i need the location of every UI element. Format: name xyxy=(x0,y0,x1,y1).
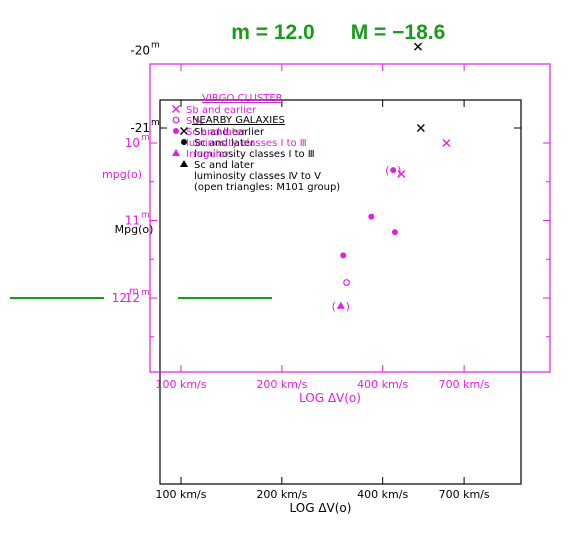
virgo-y-tick-label: 11 xyxy=(125,214,140,228)
virgo-y-tick-unit: m xyxy=(141,211,150,221)
nearby-x-tick-label: 700 km/s xyxy=(439,488,490,501)
virgo-legend-text: Sdc xyxy=(186,116,204,127)
virgo-y-tick-unit: m xyxy=(141,133,150,143)
virgo-data-point-stroke-b xyxy=(442,139,451,147)
nearby-data-point-stroke-b xyxy=(414,42,423,51)
nearby-legend-text: luminosity classes Ⅳ to Ⅴ xyxy=(194,171,321,182)
virgo-cluster-chart: 100 km/s 200 km/s 400 km/s 700 km/s LOG ΔV(o… xyxy=(102,63,551,405)
nearby-legend-marker xyxy=(180,160,188,167)
reference-line-unit: m xyxy=(129,286,139,297)
nearby-y-tick-unit: m xyxy=(151,118,160,128)
nearby-legend-text: (open triangles: M101 group) xyxy=(194,182,340,193)
virgo-data-point xyxy=(340,252,347,259)
virgo-legend-marker xyxy=(173,128,179,134)
virgo-legend-text: Sc and later xyxy=(186,127,247,138)
nearby-y-tick-unit: m xyxy=(151,41,160,51)
virgo-x-axis-title: LOG ΔV(o) xyxy=(299,391,361,405)
virgo-legend-title: VIRGO CLUSTER xyxy=(202,93,283,104)
virgo-x-tick-label: 700 km/s xyxy=(439,378,490,391)
nearby-y-axis-title: Mpg(o) xyxy=(115,223,154,236)
virgo-data-point xyxy=(390,167,397,174)
nearby-legend-text: Sc and later xyxy=(194,160,255,171)
virgo-x-tick-label: 400 km/s xyxy=(357,378,408,391)
nearby-galaxies-chart: 100 km/s 200 km/s 400 km/s 700 km/s LOG ΔV(o… xyxy=(115,41,522,515)
nearby-legend-text: luminosity classes Ⅰ to Ⅲ xyxy=(194,149,315,160)
virgo-data-point-paren-left: ( xyxy=(332,300,336,313)
virgo-data-point xyxy=(336,301,345,309)
nearby-x-tick-label: 100 km/s xyxy=(155,488,206,501)
nearby-legend-text: Sc and later xyxy=(194,138,255,149)
virgo-y-tick-label: 10 xyxy=(125,136,140,150)
apparent-magnitude-title: m = 12.0 xyxy=(231,21,314,44)
virgo-x-tick-label: 200 km/s xyxy=(256,378,307,391)
nearby-x-tick-label: 200 km/s xyxy=(256,488,307,501)
nearby-plot-frame xyxy=(159,99,522,485)
virgo-legend-marker xyxy=(172,116,180,124)
virgo-legend-text: Irregular xyxy=(186,149,230,160)
nearby-legend-marker xyxy=(181,139,187,145)
virgo-plot-frame xyxy=(149,63,551,373)
virgo-legend-marker xyxy=(172,149,180,156)
virgo-data-point xyxy=(391,229,398,236)
nearby-legend-marker-stroke-b xyxy=(180,127,188,135)
absolute-magnitude-title: M = −18.6 xyxy=(351,21,446,44)
virgo-y-axis-title: mpg(o) xyxy=(102,168,142,181)
reference-line: 12 m xyxy=(10,286,272,305)
virgo-legend-marker-stroke-b xyxy=(172,105,180,113)
nearby-x-axis-title: LOG ΔV(o) xyxy=(290,501,352,515)
virgo-y-tick-label: 12 xyxy=(125,291,140,305)
nearby-y-tick-label: -21 xyxy=(130,121,150,135)
nearby-legend-title: NEARBY GALAXIES xyxy=(192,115,285,126)
virgo-y-tick-unit: m xyxy=(141,288,150,298)
virgo-legend-text: Sb and earlier xyxy=(186,105,257,116)
virgo-data-point-stroke-b xyxy=(397,170,406,178)
virgo-data-point-paren-right: ) xyxy=(397,164,401,177)
nearby-data-point-stroke-b xyxy=(416,124,425,132)
virgo-data-point xyxy=(368,213,375,220)
nearby-y-tick-label: -20 xyxy=(130,44,150,58)
virgo-data-point-paren-right: ) xyxy=(346,300,350,313)
nearby-x-tick-label: 400 km/s xyxy=(357,488,408,501)
virgo-data-point xyxy=(343,279,350,286)
reference-line-label: 12 xyxy=(112,291,127,305)
nearby-legend-text: Sb and earlier xyxy=(194,127,265,138)
virgo-data-point-paren-left: ( xyxy=(385,164,389,177)
virgo-x-tick-label: 100 km/s xyxy=(155,378,206,391)
virgo-legend-text: luminosity classes Ⅰ to Ⅲ xyxy=(186,138,307,149)
